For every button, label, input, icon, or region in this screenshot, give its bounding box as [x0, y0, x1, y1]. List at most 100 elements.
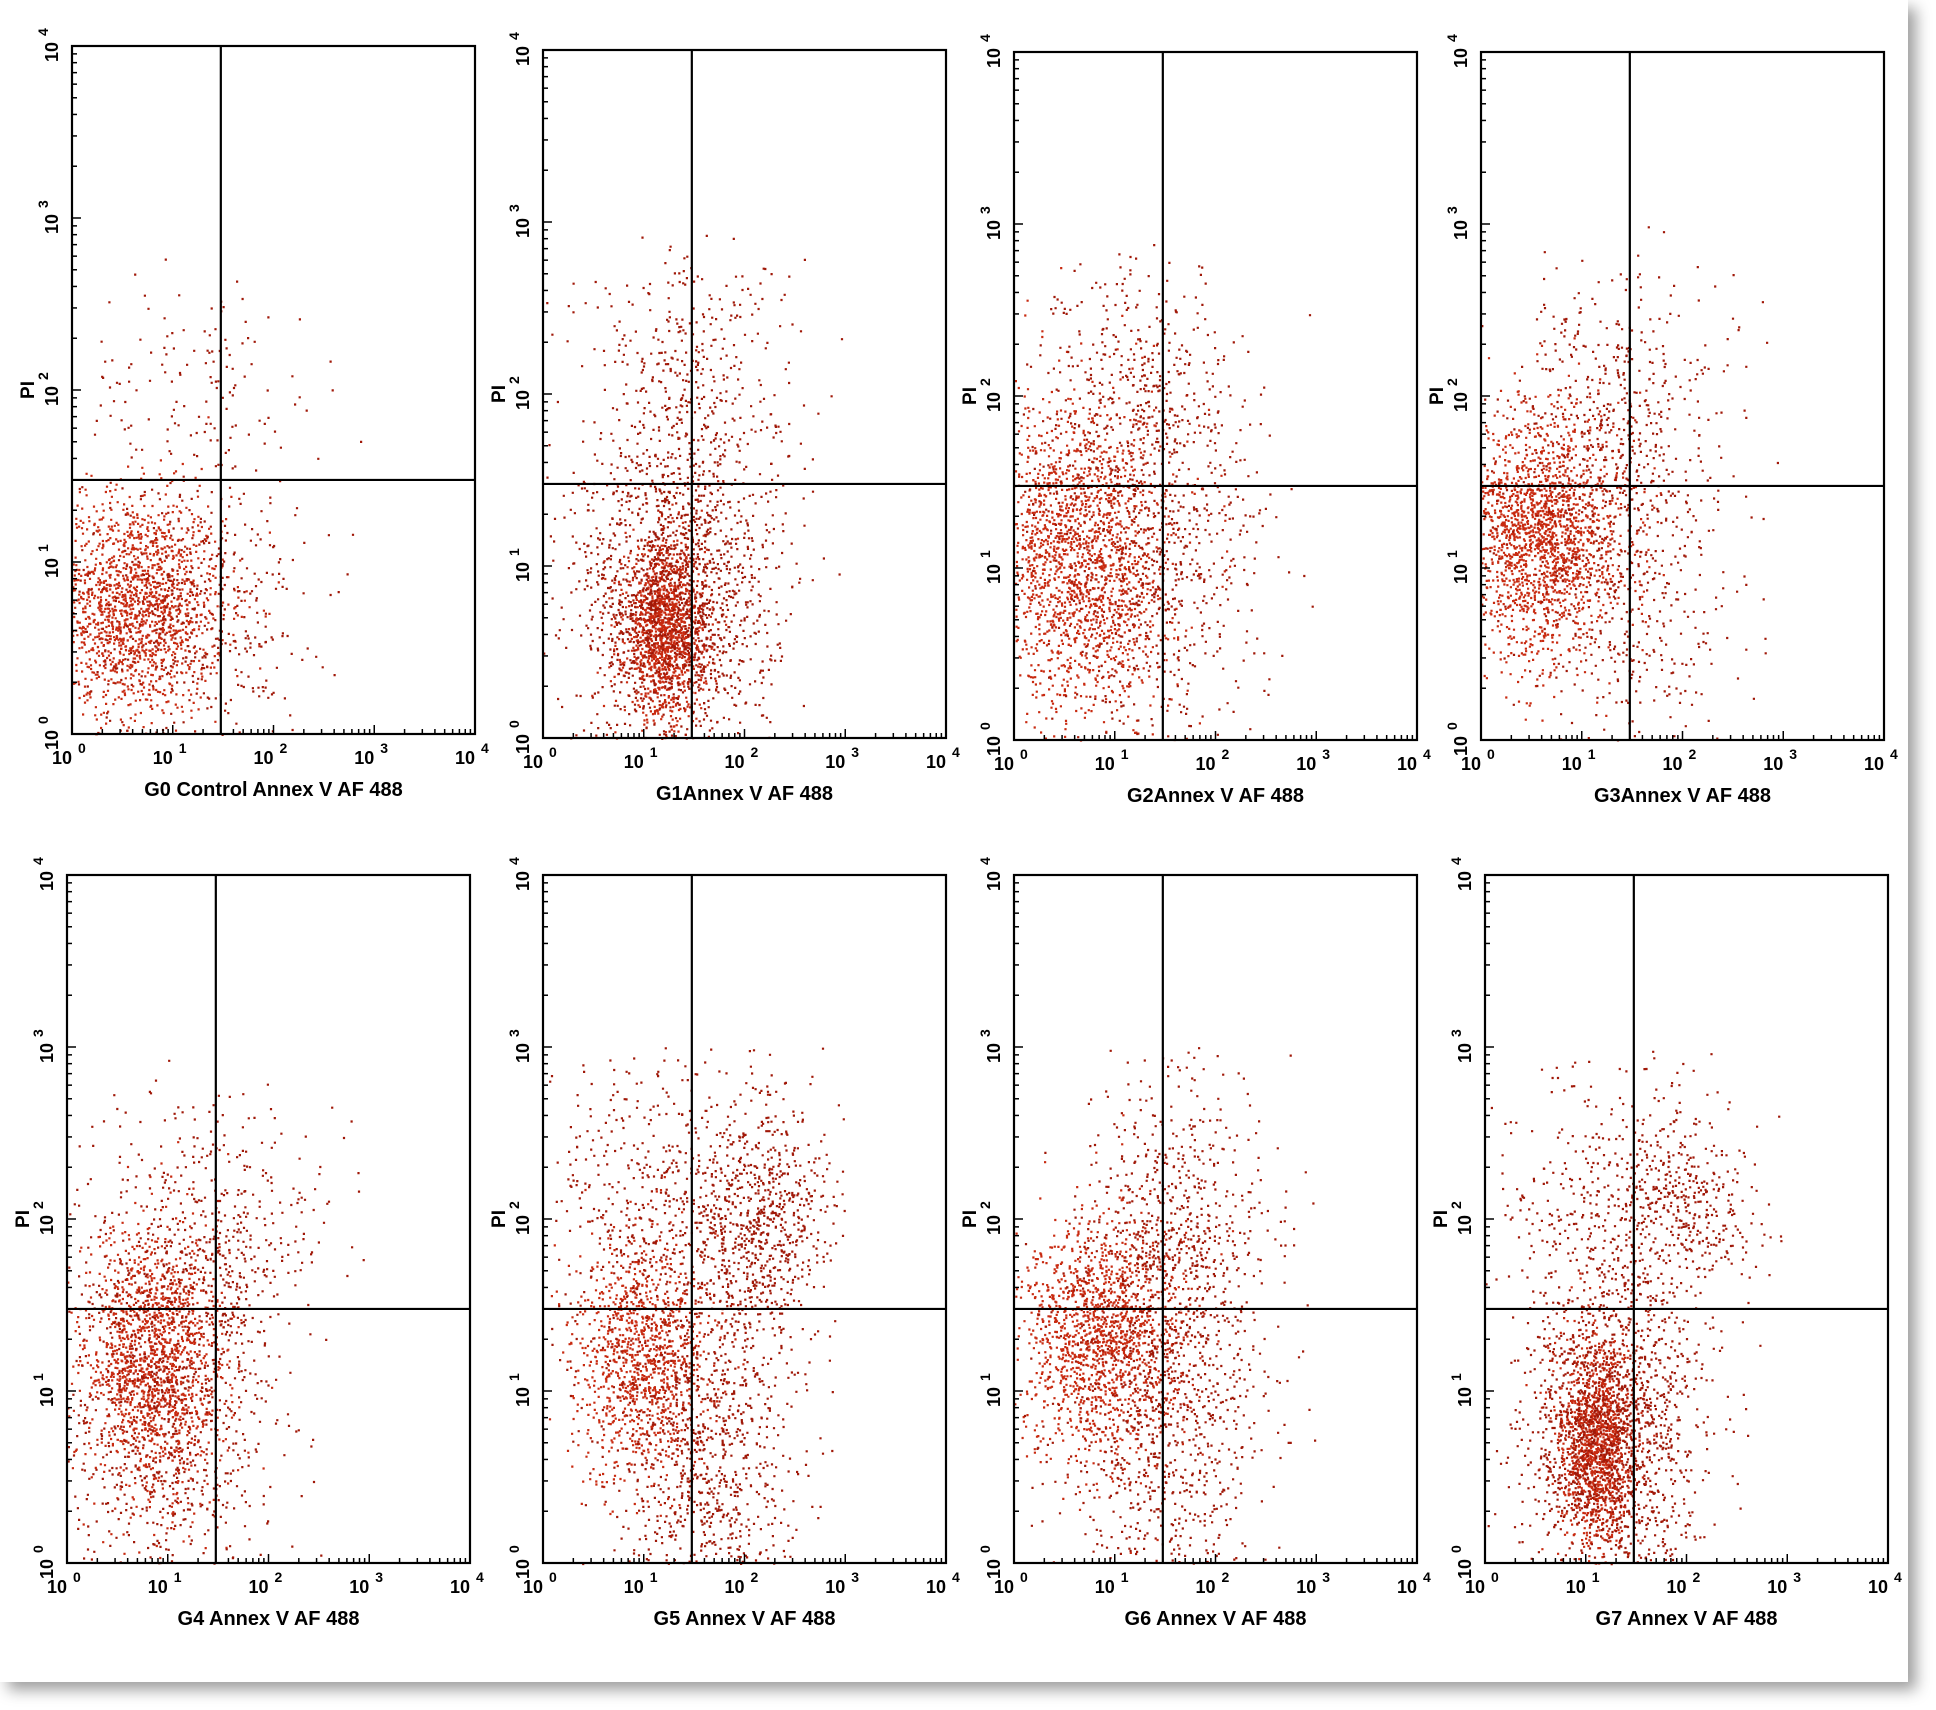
x-tick-exponent: 0: [73, 1569, 81, 1585]
cell-population-0: [591, 502, 740, 740]
y-tick-exponent: 3: [506, 1029, 522, 1037]
y-tick-label: 10: [1455, 1043, 1475, 1063]
event-dots: [548, 1047, 846, 1566]
cell-population-2: [83, 1079, 365, 1443]
y-tick-label-group: 10 2: [35, 372, 62, 406]
y-tick-exponent: 2: [506, 1201, 522, 1209]
y-tick-label: 10: [42, 730, 62, 750]
y-tick-label-group: 10 2: [30, 1201, 57, 1235]
cell-population-1: [1023, 1097, 1317, 1565]
y-tick-label: 10: [984, 1215, 1004, 1235]
cell-population-1: [67, 1059, 323, 1565]
y-axis-label: PI: [489, 1210, 510, 1228]
cell-population-1: [1487, 1162, 1762, 1566]
x-axis-label: G4 Annex V AF 488: [178, 1608, 360, 1630]
cell-population-2: [651, 1047, 846, 1409]
x-tick-exponent: 0: [1491, 1569, 1499, 1585]
x-tick-exponent: 2: [1689, 746, 1697, 762]
x-tick-label: 10: [1868, 1577, 1888, 1597]
y-tick-label-group: 10 2: [977, 378, 1004, 412]
population-0-events: [1481, 337, 1665, 741]
y-tick-label: 10: [513, 1215, 533, 1235]
y-tick-label: 10: [984, 1043, 1004, 1063]
cell-population-0: [1014, 267, 1232, 742]
y-tick-label: 10: [513, 1559, 533, 1579]
x-axis-label: G3Annex V AF 488: [1594, 785, 1771, 807]
x-tick-label: 10: [523, 1577, 543, 1597]
x-tick-exponent: 2: [1222, 1569, 1230, 1585]
cell-population-0: [72, 416, 280, 736]
y-tick-exponent: 1: [1448, 1373, 1464, 1381]
x-tick-exponent: 0: [1487, 746, 1495, 762]
x-tick-exponent: 4: [952, 744, 960, 760]
x-tick-label: 10: [253, 748, 273, 768]
y-tick-label: 10: [984, 1559, 1004, 1579]
y-tick-label: 10: [37, 1559, 57, 1579]
x-tick-exponent: 3: [1793, 1569, 1801, 1585]
y-tick-label: 10: [42, 558, 62, 578]
y-tick-label-group: 10 3: [506, 204, 533, 238]
y-tick-label: 10: [984, 1387, 1004, 1407]
y-tick-label-group: 10 1: [977, 550, 1004, 584]
x-tick-label: 10: [926, 752, 946, 772]
x-tick-exponent: 1: [179, 740, 187, 756]
y-tick-label: 10: [37, 1387, 57, 1407]
y-axis-label: PI: [1427, 387, 1448, 405]
x-tick-label: 10: [926, 1577, 946, 1597]
y-tick-label: 10: [1451, 48, 1471, 68]
y-tick-label-group: 10 1: [1448, 1373, 1475, 1407]
event-dots: [1485, 1050, 1783, 1566]
x-tick-exponent: 1: [1592, 1569, 1600, 1585]
y-tick-exponent: 2: [35, 372, 51, 380]
y-tick-exponent: 1: [30, 1373, 46, 1381]
y-tick-label-group: 10 4: [35, 28, 62, 62]
y-tick-label-group: 10 0: [1444, 722, 1471, 756]
y-tick-label-group: 10 4: [506, 857, 533, 891]
x-tick-label: 10: [1767, 1577, 1787, 1597]
x-tick-exponent: 4: [476, 1569, 484, 1585]
x-tick-label: 10: [248, 1577, 268, 1597]
scatter-panel-0: 10 0 10 1 10 2 10 3 10 4 10 0 10 1 10 2 10 3 10 4 PI G0 Contr…: [18, 28, 489, 801]
x-tick-label: 10: [1195, 754, 1215, 774]
x-tick-label: 10: [1662, 754, 1682, 774]
y-tick-label-group: 10 4: [30, 857, 57, 891]
x-tick-label: 10: [450, 1577, 470, 1597]
y-tick-exponent: 2: [30, 1201, 46, 1209]
y-tick-label: 10: [984, 392, 1004, 412]
scatter-panel-7: 10 0 10 1 10 2 10 3 10 4 10 0 10 1 10 2 10 3 10 4 PI G7 Annex…: [1431, 857, 1902, 1630]
y-axis-label: PI: [18, 381, 39, 399]
x-tick-label: 10: [349, 1577, 369, 1597]
y-tick-label-group: 10 4: [977, 857, 1004, 891]
y-axis-label: PI: [489, 385, 510, 403]
x-tick-label: 10: [1397, 754, 1417, 774]
x-tick-exponent: 4: [1890, 746, 1898, 762]
x-tick-exponent: 1: [1588, 746, 1596, 762]
y-tick-exponent: 4: [35, 28, 51, 36]
figure-frame: [0, 0, 1908, 1682]
y-tick-label-group: 10 0: [977, 1545, 1004, 1579]
y-tick-label-group: 10 2: [977, 1201, 1004, 1235]
scatter-panel-2: 10 0 10 1 10 2 10 3 10 4 10 0 10 1 10 2 10 3 10 4 PI G2Annex …: [960, 34, 1431, 807]
y-tick-exponent: 0: [30, 1545, 46, 1553]
x-tick-label: 10: [1763, 754, 1783, 774]
x-tick-exponent: 1: [1121, 746, 1129, 762]
y-tick-label: 10: [37, 1215, 57, 1235]
population-1-events: [67, 1059, 323, 1565]
y-tick-label: 10: [1451, 736, 1471, 756]
x-tick-label: 10: [624, 1577, 644, 1597]
y-tick-label: 10: [984, 564, 1004, 584]
scatter-panel-4: 10 0 10 1 10 2 10 3 10 4 10 0 10 1 10 2 10 3 10 4 PI G4 Annex…: [13, 857, 484, 1630]
y-tick-exponent: 3: [35, 200, 51, 208]
x-tick-label: 10: [825, 1577, 845, 1597]
x-tick-exponent: 0: [549, 744, 557, 760]
y-tick-label-group: 10 3: [30, 1029, 57, 1063]
population-2-events: [83, 1079, 365, 1443]
y-tick-exponent: 3: [1448, 1029, 1464, 1037]
y-tick-label: 10: [513, 734, 533, 754]
y-tick-exponent: 1: [977, 550, 993, 558]
population-1-events: [1023, 1097, 1317, 1565]
y-tick-exponent: 0: [35, 716, 51, 724]
y-tick-label-group: 10 0: [506, 1545, 533, 1579]
y-tick-exponent: 0: [1444, 722, 1460, 730]
